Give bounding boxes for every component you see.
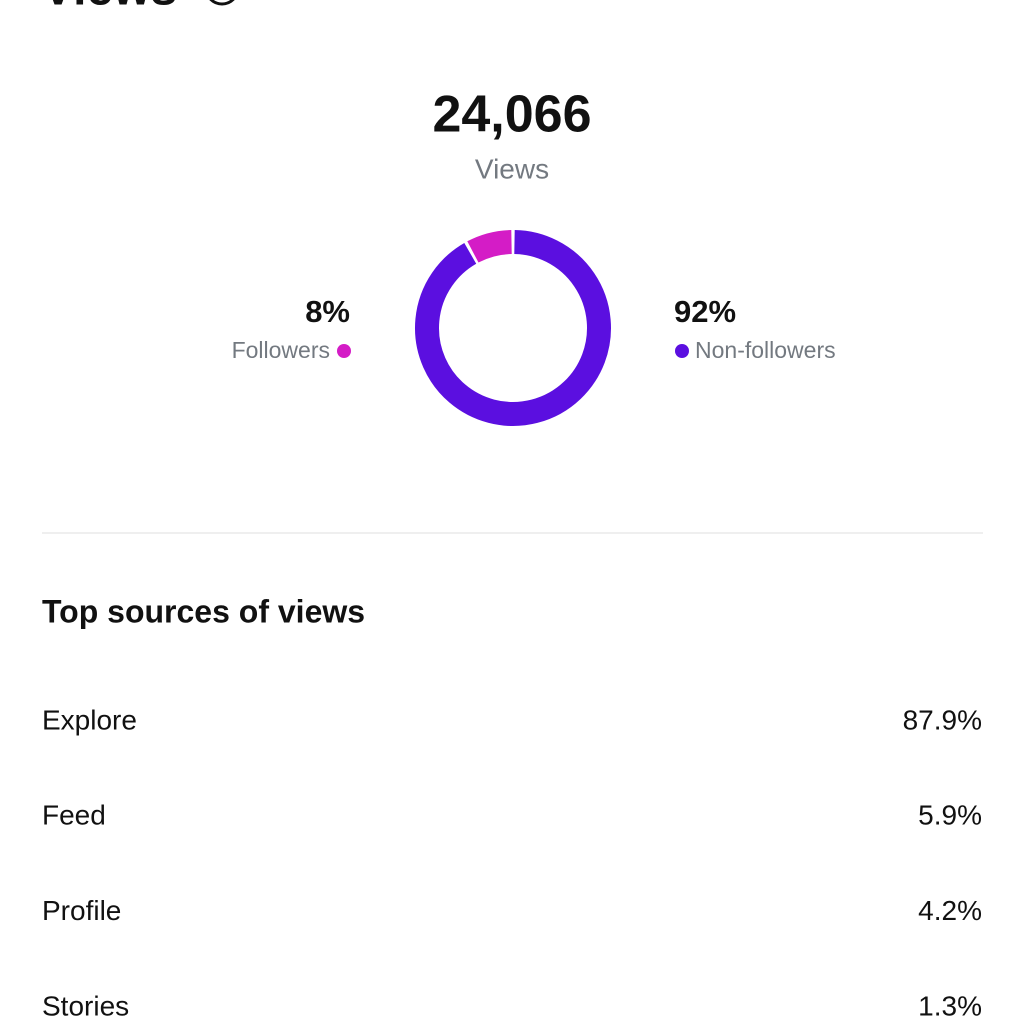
source-share: 4.2% [918,895,982,926]
section-title: Views [42,0,177,16]
non-followers-label: Non-followers [695,337,836,363]
followers-label: Followers [232,337,330,363]
legend-dot [337,344,351,358]
info-icon[interactable] [206,0,238,6]
source-name: Explore [42,704,137,735]
source-share: 1.3% [918,990,982,1021]
donut-segment [467,230,513,263]
source-share: 5.9% [918,800,982,831]
source-name: Stories [42,990,129,1021]
source-name: Feed [42,800,106,831]
total-views: 24,066 [432,86,591,144]
sources-list: Explore 87.9% Feed 5.9% Profile 4.2% Stories 1.… [42,704,982,1021]
legend-dot [675,344,689,358]
total-label: Views [475,153,549,184]
sources-title: Top sources of views [42,593,365,629]
donut-segment [415,230,611,426]
source-name: Profile [42,895,121,926]
source-share: 87.9% [903,704,982,735]
donut-chart [415,230,611,426]
followers-percent: 8% [305,294,350,329]
non-followers-percent: 92% [674,294,736,329]
